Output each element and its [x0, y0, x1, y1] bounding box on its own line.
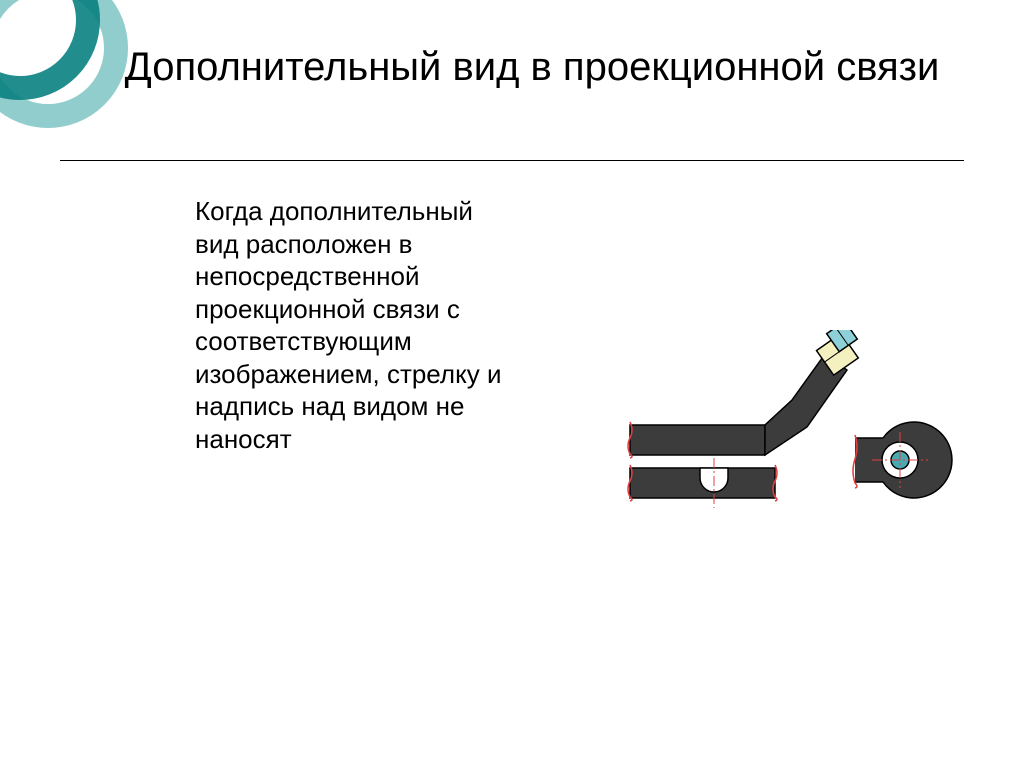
title-underline — [60, 160, 964, 161]
auxiliary-view-diagram — [600, 330, 960, 550]
slide-body-text: Когда дополнительный вид расположен в не… — [195, 195, 505, 455]
slide-title: Дополнительный вид в проекционной связи — [100, 42, 964, 92]
